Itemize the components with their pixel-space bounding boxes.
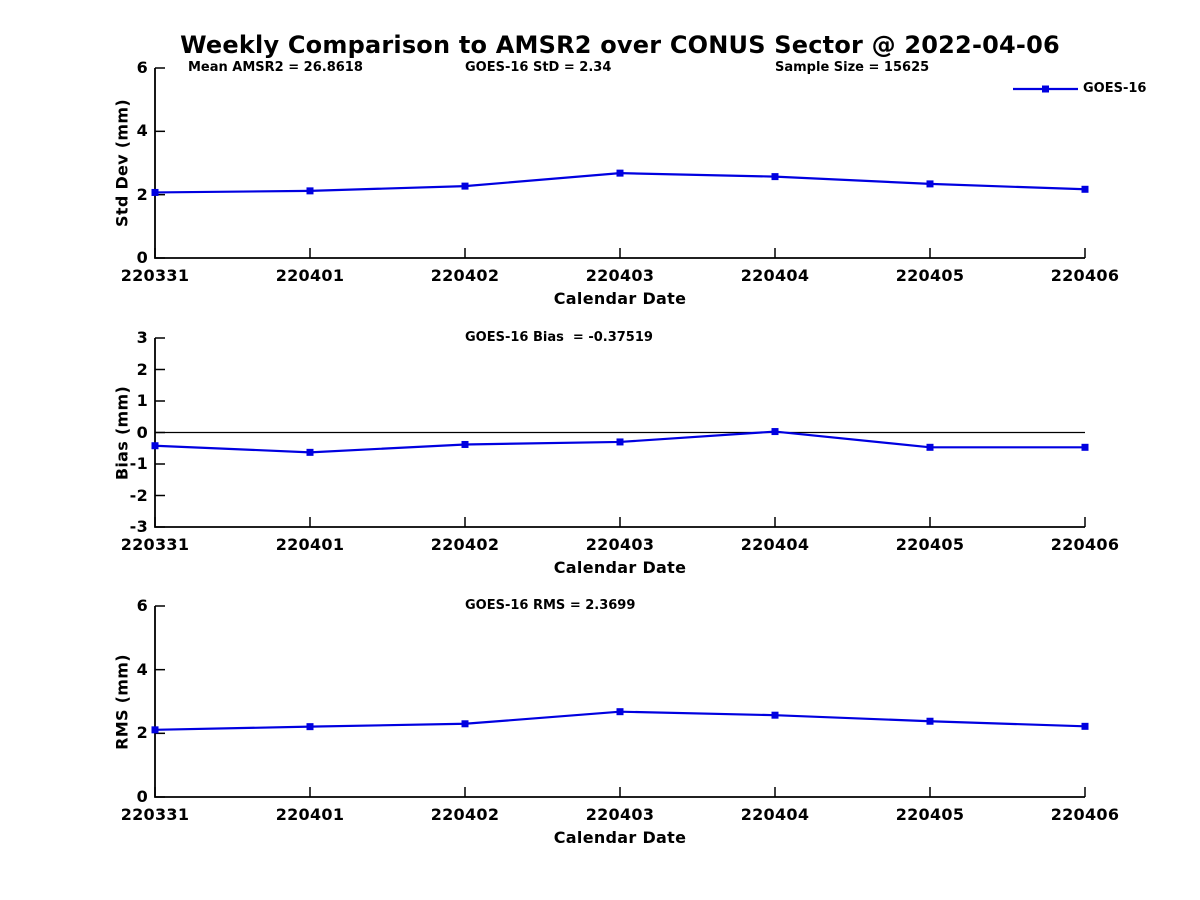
- data-point-marker: [1081, 443, 1089, 451]
- x-tick-label-bias: 220405: [895, 535, 965, 554]
- page-title: Weekly Comparison to AMSR2 over CONUS Se…: [180, 31, 1060, 59]
- x-tick-label-rms: 220401: [275, 805, 345, 824]
- data-point-marker: [926, 443, 934, 451]
- x-tick-label-rms: 220404: [740, 805, 810, 824]
- y-tick-label-bias: 1: [136, 391, 148, 410]
- y-tick-label-std-dev: 2: [136, 184, 148, 204]
- x-tick-label-std-dev: 220403: [585, 266, 655, 285]
- axis-rms: [154, 606, 1085, 798]
- y-tick-label-bias: 0: [136, 422, 148, 442]
- annotation-rms-0: GOES-16 RMS = 2.3699: [465, 598, 636, 613]
- y-tick-label-rms: 4: [136, 659, 148, 679]
- data-point-marker: [771, 711, 779, 719]
- y-tick-label-rms: 6: [136, 596, 148, 615]
- legend-marker-icon: [1042, 85, 1049, 93]
- annotation-std-dev-2: Sample Size = 15625: [775, 60, 930, 75]
- data-point-marker: [1081, 185, 1089, 193]
- x-tick-label-rms: 220331: [120, 805, 190, 824]
- y-axis-label-bias: Bias (mm): [112, 385, 132, 480]
- data-point-marker: [306, 448, 314, 456]
- y-tick-label-bias: 3: [136, 328, 148, 347]
- x-tick-label-std-dev: 220331: [120, 266, 190, 285]
- axis-std-dev: [154, 68, 1085, 259]
- x-tick-label-rms: 220405: [895, 805, 965, 824]
- y-tick-label-std-dev: 4: [136, 121, 148, 141]
- x-tick-label-bias: 220331: [120, 535, 190, 554]
- y-tick-label-bias: -2: [129, 485, 148, 505]
- annotation-std-dev-1: GOES-16 StD = 2.34: [465, 60, 612, 75]
- annotation-std-dev-0: Mean AMSR2 = 26.8618: [188, 60, 363, 75]
- data-point-marker: [461, 182, 469, 190]
- x-tick-label-bias: 220406: [1050, 535, 1120, 554]
- y-tick-label-bias: -3: [129, 517, 148, 536]
- data-point-marker: [461, 720, 469, 728]
- x-tick-label-bias: 220402: [430, 535, 500, 554]
- y-tick-label-bias: -1: [129, 454, 148, 473]
- x-axis-label-rms: Calendar Date: [553, 828, 687, 847]
- data-point-marker: [616, 438, 624, 446]
- x-tick-label-std-dev: 220406: [1050, 266, 1120, 285]
- y-axis-label-std-dev: Std Dev (mm): [112, 99, 132, 227]
- data-point-marker: [771, 173, 779, 181]
- x-axis-label-std-dev: Calendar Date: [553, 289, 687, 308]
- legend-label: GOES-16: [1083, 81, 1147, 96]
- data-point-marker: [926, 180, 934, 188]
- data-point-marker: [306, 723, 314, 731]
- x-tick-label-rms: 220402: [430, 805, 500, 824]
- data-point-marker: [616, 708, 624, 716]
- data-point-marker: [151, 188, 159, 196]
- y-tick-label-std-dev: 6: [136, 58, 148, 77]
- data-point-marker: [306, 187, 314, 195]
- x-tick-label-rms: 220406: [1050, 805, 1120, 824]
- x-tick-label-rms: 220403: [585, 805, 655, 824]
- y-tick-label-rms: 2: [136, 723, 148, 743]
- y-axis-label-rms: RMS (mm): [112, 653, 132, 750]
- x-tick-label-bias: 220401: [275, 535, 345, 554]
- y-tick-label-std-dev: 0: [136, 248, 148, 267]
- data-point-marker: [151, 726, 159, 734]
- y-tick-label-rms: 0: [136, 787, 148, 806]
- data-point-marker: [1081, 722, 1089, 730]
- x-tick-label-std-dev: 220401: [275, 266, 345, 285]
- x-tick-label-std-dev: 220402: [430, 266, 500, 285]
- data-point-marker: [151, 442, 159, 450]
- y-tick-label-bias: 2: [136, 359, 148, 379]
- x-tick-label-std-dev: 220404: [740, 266, 810, 285]
- x-axis-label-bias: Calendar Date: [553, 558, 687, 577]
- data-point-marker: [771, 428, 779, 436]
- data-point-marker: [616, 169, 624, 177]
- annotation-bias-0: GOES-16 Bias = -0.37519: [465, 330, 653, 345]
- x-tick-label-bias: 220403: [585, 535, 655, 554]
- x-tick-label-bias: 220404: [740, 535, 810, 554]
- data-point-marker: [461, 440, 469, 448]
- data-point-marker: [926, 717, 934, 725]
- x-tick-label-std-dev: 220405: [895, 266, 965, 285]
